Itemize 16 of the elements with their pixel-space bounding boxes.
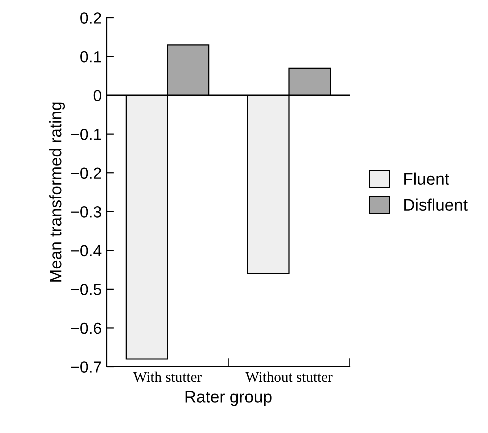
legend-label: Fluent [404,172,450,186]
y-tick-label: −0.5 [71,284,102,296]
y-axis-title: Mean transformed rating [50,102,66,282]
y-tick-label: −0.6 [71,322,102,334]
x-tick-label: Without stutter [246,372,333,382]
legend-label: Disfluent [404,198,468,211]
y-tick-label: −0.3 [71,206,102,218]
y-tick-label: −0.2 [71,168,102,180]
y-tick-label: −0.4 [71,245,102,257]
x-axis-title: Rater group [186,391,272,406]
y-tick-label: −0.7 [71,362,102,373]
y-tick-label: −0.1 [71,128,102,140]
y-tick-label: 0.2 [80,12,102,24]
y-tick-label: 0 [94,90,102,102]
y-tick-label: 0.1 [80,51,102,63]
x-tick-label: With stutter [133,372,202,382]
